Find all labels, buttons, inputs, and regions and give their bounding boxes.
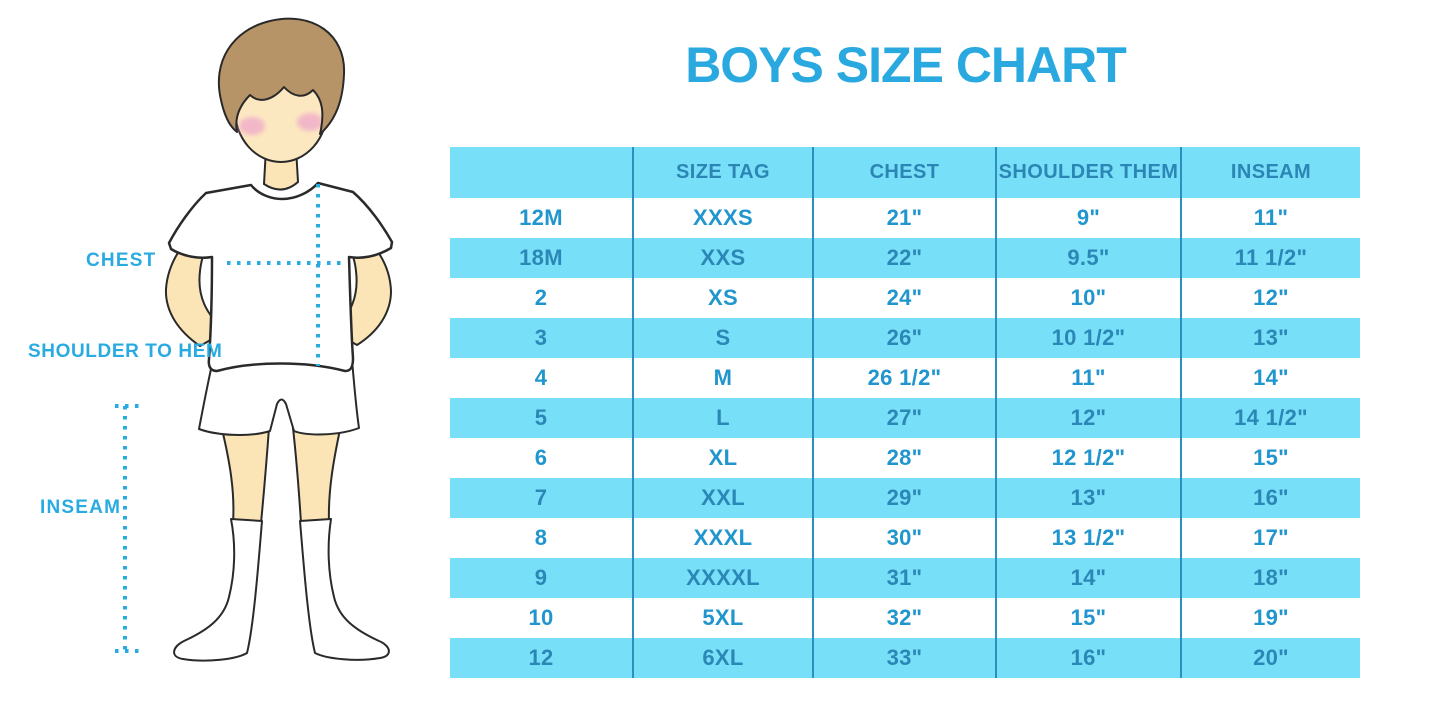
table-cell: 15" xyxy=(1180,438,1360,478)
right-cheek xyxy=(297,113,323,131)
table-cell: XS xyxy=(632,278,812,318)
table-cell: 21" xyxy=(812,198,995,238)
table-cell: 9" xyxy=(995,198,1180,238)
page-title: BOYS SIZE CHART xyxy=(685,37,1127,93)
size-table: SIZE TAG CHEST SHOULDER THEM INSEAM 12M XXXS 2… xyxy=(450,147,1360,678)
table-cell: 24" xyxy=(812,278,995,318)
table-cell: XL xyxy=(632,438,812,478)
t-shirt xyxy=(167,181,394,373)
table-cell: XXXS xyxy=(632,198,812,238)
table-cell: 6 xyxy=(534,445,548,470)
left-cheek xyxy=(239,117,265,135)
table-cell: 10" xyxy=(995,278,1180,318)
table-cell: 28" xyxy=(812,438,995,478)
table-cell: XXXXL xyxy=(632,558,812,598)
table-cell: 5XL xyxy=(632,598,812,638)
table-row: 18M XXS 22" 9.5" 11 1/2" xyxy=(450,238,1360,278)
table-cell: 33" xyxy=(812,638,995,678)
table-row: 9 XXXXL 31" 14" 18" xyxy=(450,558,1360,598)
table-cell: 16" xyxy=(995,638,1180,678)
right-leg xyxy=(291,423,343,524)
table-row: 12M XXXS 21" 9" 11" xyxy=(450,198,1360,238)
table-row: 2 XS 24" 10" 12" xyxy=(450,278,1360,318)
table-cell: 26" xyxy=(812,318,995,358)
table-cell: 27" xyxy=(812,398,995,438)
table-row: 7 XXL 29" 13" 16" xyxy=(450,478,1360,518)
table-cell: XXL xyxy=(632,478,812,518)
table-cell: XXS xyxy=(632,238,812,278)
table-cell: 18" xyxy=(1180,558,1360,598)
table-cell: XXXL xyxy=(632,518,812,558)
boy-figure-illustration: CHEST SHOULDER TO HEM INSEAM xyxy=(0,0,450,723)
table-cell: 6XL xyxy=(632,638,812,678)
right-sock xyxy=(299,518,390,661)
table-cell: 10 xyxy=(528,605,554,630)
column-header: SHOULDER THEM xyxy=(995,147,1180,198)
table-cell: S xyxy=(632,318,812,358)
table-cell: 20" xyxy=(1180,638,1360,678)
table-cell: 5 xyxy=(534,405,548,430)
table-cell: 12M xyxy=(519,205,563,230)
table-row: 10 5XL 32" 15" 19" xyxy=(450,598,1360,638)
table-cell: 31" xyxy=(812,558,995,598)
table-cell: 11" xyxy=(995,358,1180,398)
table-cell: 10 1/2" xyxy=(995,318,1180,358)
table-row: 3 S 26" 10 1/2" 13" xyxy=(450,318,1360,358)
table-cell: 11" xyxy=(1180,198,1360,238)
table-cell: 18M xyxy=(519,245,563,270)
table-cell: 3 xyxy=(534,325,548,350)
table-cell: 26 1/2" xyxy=(812,358,995,398)
table-cell: M xyxy=(632,358,812,398)
shoulder-to-hem-label: SHOULDER TO HEM xyxy=(28,341,223,362)
column-header: INSEAM xyxy=(1180,147,1360,198)
table-cell: 14" xyxy=(1180,358,1360,398)
table-cell: 13 1/2" xyxy=(995,518,1180,558)
column-header: SIZE TAG xyxy=(632,147,812,198)
table-row: 5 L 27" 12" 14 1/2" xyxy=(450,398,1360,438)
table-cell: 14 1/2" xyxy=(1180,398,1360,438)
table-cell: 30" xyxy=(812,518,995,558)
table-header-row: SIZE TAG CHEST SHOULDER THEM INSEAM xyxy=(450,147,1360,198)
table-cell: 12 xyxy=(528,645,554,670)
table-cell: 29" xyxy=(812,478,995,518)
left-leg xyxy=(219,423,271,524)
table-row: 4 M 26 1/2" 11" 14" xyxy=(450,358,1360,398)
left-sock xyxy=(173,518,263,662)
table-row: 8 XXXL 30" 13 1/2" 17" xyxy=(450,518,1360,558)
table-cell: 9 xyxy=(534,565,548,590)
table-cell: 8 xyxy=(534,525,548,550)
table-cell: 16" xyxy=(1180,478,1360,518)
table-cell: 19" xyxy=(1180,598,1360,638)
column-header: CHEST xyxy=(812,147,995,198)
table-cell: L xyxy=(632,398,812,438)
chest-label: CHEST xyxy=(86,250,157,271)
table-cell: 12" xyxy=(995,398,1180,438)
inseam-label: INSEAM xyxy=(40,497,122,518)
table-row: 12 6XL 33" 16" 20" xyxy=(450,638,1360,678)
table-cell: 12" xyxy=(1180,278,1360,318)
table-cell: 2 xyxy=(534,285,548,310)
hair xyxy=(217,17,346,135)
table-cell: 15" xyxy=(995,598,1180,638)
table-cell: 17" xyxy=(1180,518,1360,558)
table-cell: 7 xyxy=(534,485,548,510)
table-row: 6 XL 28" 12 1/2" 15" xyxy=(450,438,1360,478)
table-cell: 12 1/2" xyxy=(995,438,1180,478)
shorts xyxy=(198,359,360,436)
table-cell: 32" xyxy=(812,598,995,638)
table-cell: 13" xyxy=(1180,318,1360,358)
table-cell: 9.5" xyxy=(995,238,1180,278)
table-cell: 11 1/2" xyxy=(1180,238,1360,278)
table-cell: 4 xyxy=(534,365,548,390)
table-cell: 13" xyxy=(995,478,1180,518)
boy-figure-drawing xyxy=(115,17,394,662)
table-cell: 22" xyxy=(812,238,995,278)
column-header xyxy=(450,147,632,198)
table-cell: 14" xyxy=(995,558,1180,598)
